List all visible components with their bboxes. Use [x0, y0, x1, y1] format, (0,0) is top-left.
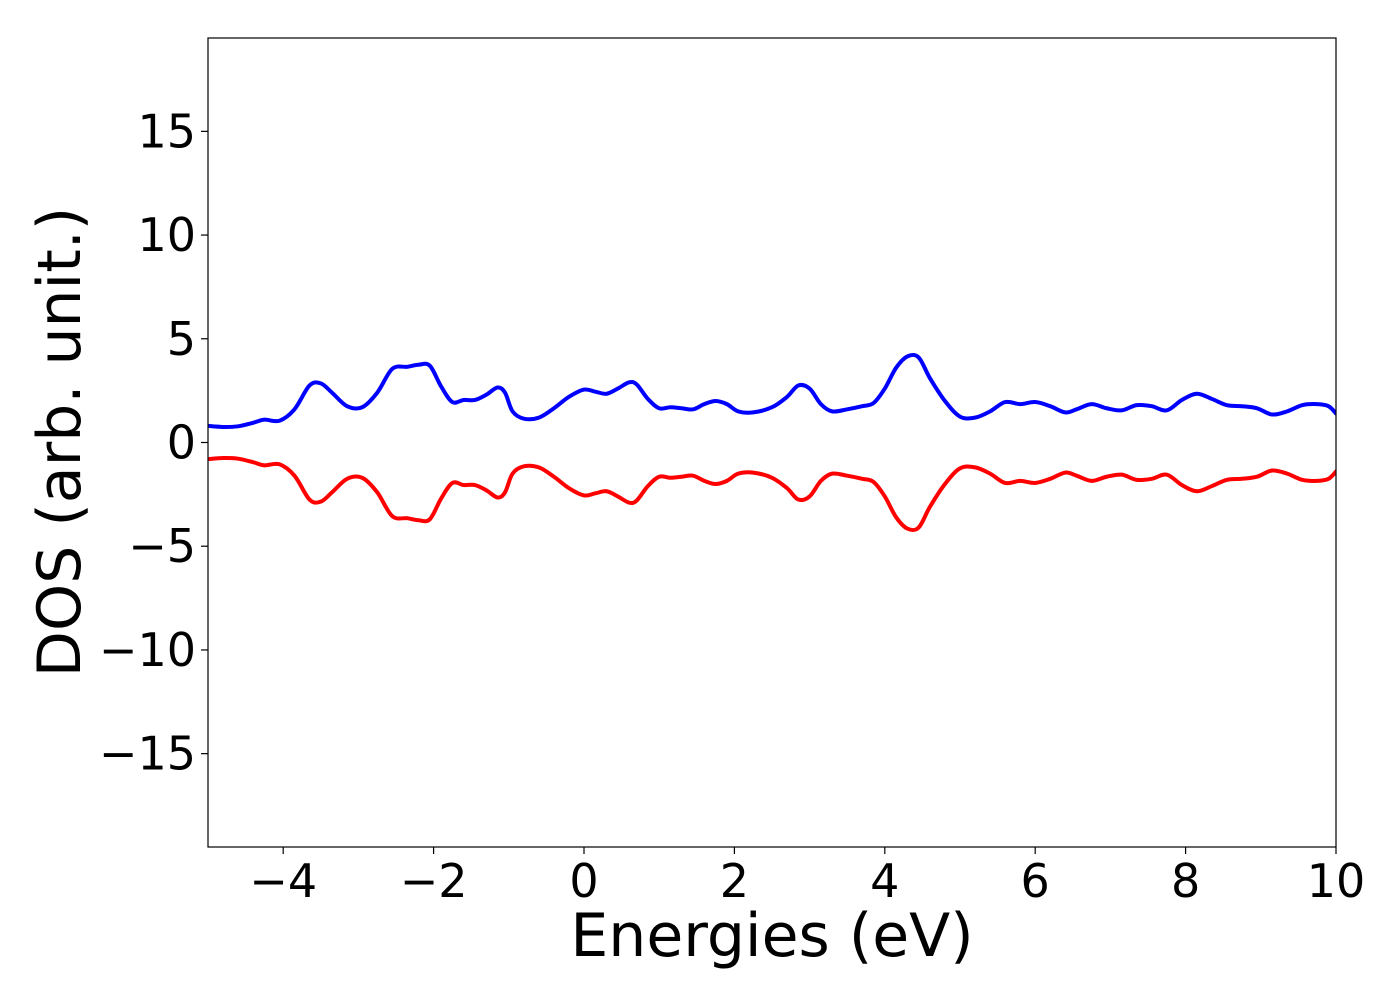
- x-tick-label: 6: [1021, 854, 1050, 908]
- y-tick-label: 5: [167, 312, 196, 366]
- y-tick-label: −15: [99, 727, 196, 781]
- x-tick-label: 2: [720, 854, 749, 908]
- x-tick-label: 10: [1307, 854, 1366, 908]
- series-layer: [208, 352, 1336, 533]
- y-tick-label: 10: [137, 208, 196, 262]
- x-tick-label: 4: [870, 854, 899, 908]
- x-tick-label: 8: [1171, 854, 1200, 908]
- y-axis-ticks: −15 −10 −5 0 5 10 15: [99, 104, 208, 781]
- x-tick-label: −2: [400, 854, 468, 908]
- y-tick-label: −10: [99, 623, 196, 677]
- x-axis-ticks: −4 −2 0 2 4 6 8 10: [249, 847, 1365, 908]
- y-tick-label: 0: [167, 416, 196, 470]
- x-axis-label: Energies (eV): [570, 901, 973, 971]
- x-tick-label: −4: [249, 854, 317, 908]
- y-axis-label: DOS (arb. unit.): [25, 207, 95, 677]
- series-line-1: [208, 352, 1336, 429]
- x-tick-label: 0: [569, 854, 598, 908]
- y-tick-label: −5: [128, 519, 196, 573]
- series-line-2: [208, 456, 1336, 533]
- y-tick-label: 15: [137, 104, 196, 158]
